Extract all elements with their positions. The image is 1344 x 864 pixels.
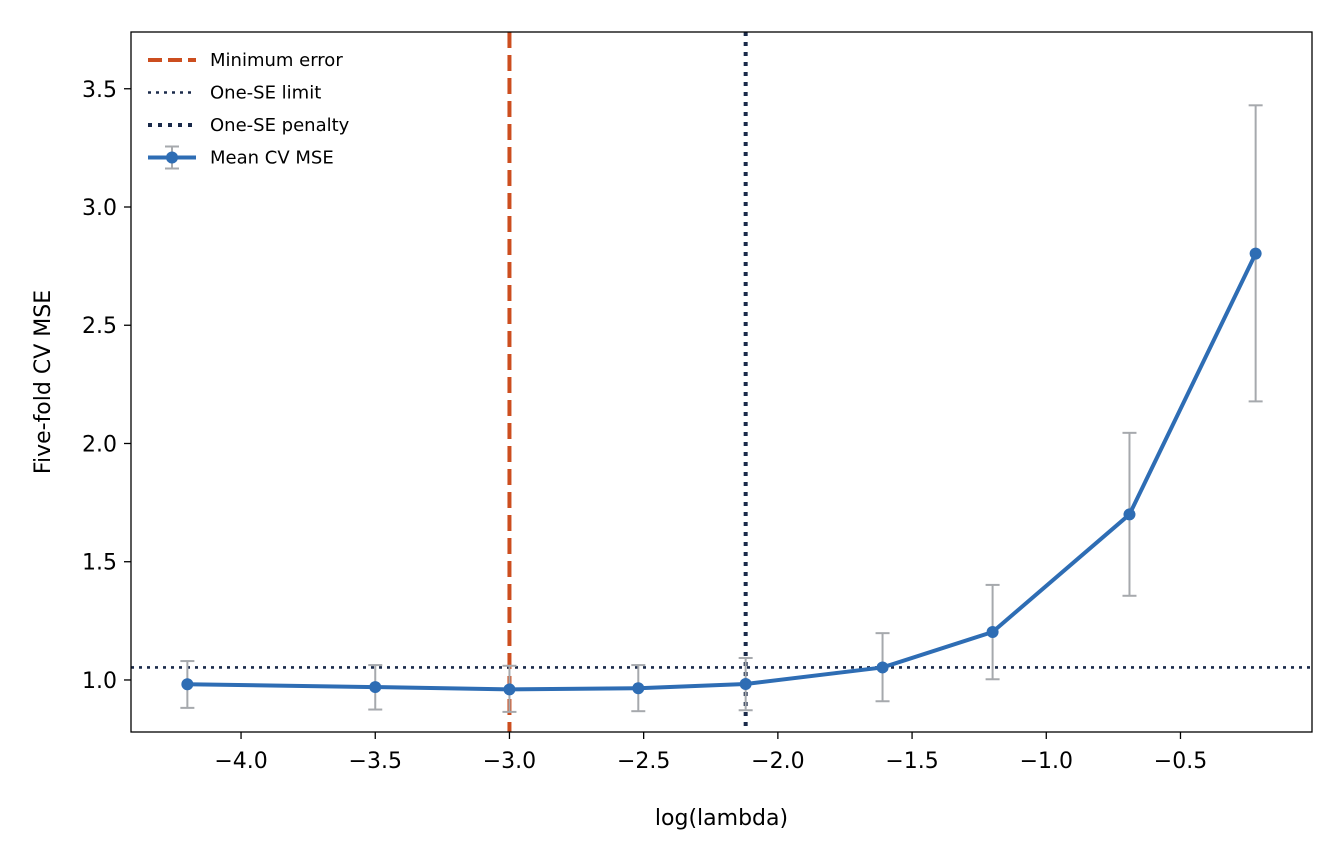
x-tick-label: −3.5 (349, 749, 402, 774)
data-point (739, 677, 752, 690)
y-tick-label: 2.0 (82, 432, 117, 457)
x-tick-label: −1.5 (885, 749, 938, 774)
axes-frame (130, 31, 1313, 733)
data-point (369, 681, 382, 694)
legend-label: Mean CV MSE (210, 148, 334, 169)
y-tick-label: 1.5 (82, 551, 117, 576)
x-axis-label: log(lambda) (655, 806, 788, 831)
data-point (632, 682, 645, 695)
x-tick-label: −3.0 (483, 749, 536, 774)
legend: Minimum error One-SE limit One-SE penalty M… (148, 50, 350, 170)
legend-entry: One-SE limit (148, 83, 321, 104)
data-point (181, 678, 194, 691)
x-tick-label: −2.5 (617, 749, 670, 774)
y-tick-label: 2.5 (82, 314, 117, 339)
legend-label: One-SE limit (210, 83, 321, 104)
legend-entry: One-SE penalty (148, 115, 350, 136)
data-point (1123, 508, 1136, 521)
x-tick-label: −0.5 (1154, 749, 1207, 774)
x-tick-label: −4.0 (214, 749, 267, 774)
legend-entry: Minimum error (148, 50, 343, 71)
data-point (876, 661, 889, 674)
plot-area (131, 32, 1312, 732)
y-tick-label: 3.5 (82, 78, 117, 103)
legend-label: One-SE penalty (210, 115, 350, 136)
data-point (1249, 247, 1262, 260)
x-tick-label: −1.0 (1020, 749, 1073, 774)
data-point (503, 683, 516, 696)
legend-swatch-marker (166, 151, 178, 164)
axis-ticks: −4.0 −3.5 −3.0 −2.5 −2.0 −1.5 −1.0 −0.5 1.0 1.5 2.… (82, 78, 1207, 774)
legend-label: Minimum error (210, 50, 343, 71)
data-point (986, 625, 999, 638)
y-tick-label: 1.0 (82, 669, 117, 694)
y-axis-label: Five-fold CV MSE (31, 290, 56, 474)
x-tick-label: −2.0 (751, 749, 804, 774)
y-tick-label: 3.0 (82, 196, 117, 221)
legend-entry: Mean CV MSE (148, 145, 334, 170)
